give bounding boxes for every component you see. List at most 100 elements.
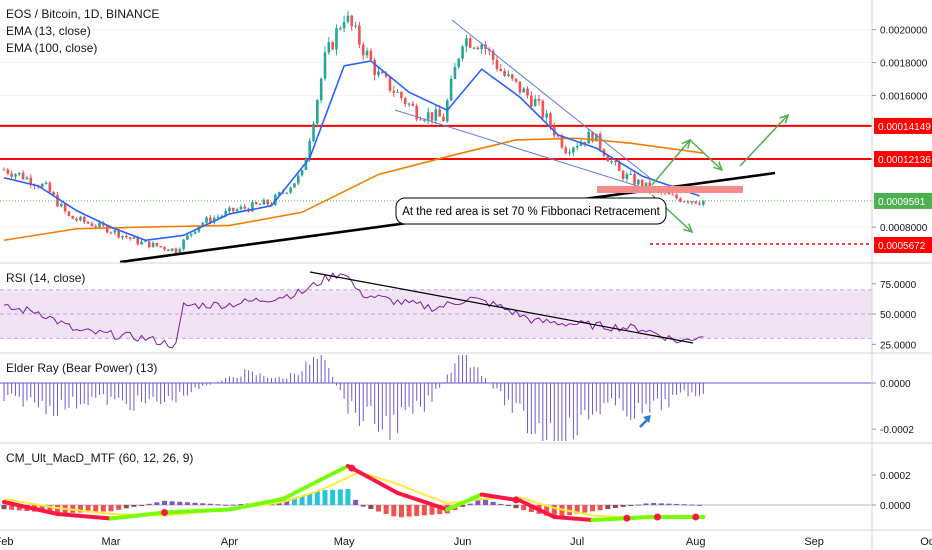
candle: [327, 37, 331, 55]
wedge-lower-line[interactable]: [394, 109, 651, 191]
rsi-trendline[interactable]: [309, 271, 694, 344]
macd-hist-bar: [681, 504, 687, 506]
candle: [610, 158, 613, 165]
candle: [151, 240, 155, 248]
candle: [144, 240, 147, 243]
rsi-pane[interactable]: [0, 271, 872, 349]
candle: [17, 172, 21, 177]
candle: [629, 170, 633, 175]
candle: [468, 36, 472, 49]
macd-hist-bar: [391, 505, 397, 517]
macd-cross-dot: [161, 509, 168, 516]
macd-hist-bar: [108, 505, 114, 512]
candle: [453, 62, 457, 80]
candle: [262, 198, 266, 205]
candle: [342, 15, 346, 33]
ema-100-line: [3, 137, 704, 242]
candle: [167, 249, 170, 251]
macd-hist-bar: [551, 505, 557, 518]
candle: [163, 246, 166, 252]
macd-hist-bar: [322, 490, 328, 505]
macd-hist-bar: [330, 489, 336, 505]
fibonacci-zone[interactable]: [597, 186, 743, 193]
macd-hist-bar: [154, 502, 160, 505]
elder-bars: [3, 355, 704, 441]
macd-hist-bar: [467, 503, 473, 505]
price-badge-label: 0.0009591: [878, 197, 926, 208]
elder-up-arrow: [639, 415, 651, 428]
candle: [442, 113, 445, 122]
time-tick-label: Jul: [570, 536, 584, 548]
macd-hist-bar: [437, 505, 443, 515]
candle: [514, 78, 518, 84]
candle: [254, 201, 258, 205]
candle: [109, 231, 113, 235]
elder-tick-label: 0.0000: [880, 379, 911, 390]
candle: [679, 197, 682, 203]
time-tick-label: Jun: [454, 536, 472, 548]
price-badge: 0.0005672: [874, 237, 932, 253]
macd-segment: [162, 507, 232, 515]
main-pane[interactable]: At the red area is set 70 % Fibbonaci Re…: [0, 10, 872, 264]
time-tick-label: Aug: [686, 536, 706, 548]
macd-segment: [109, 510, 167, 521]
candle: [48, 181, 52, 193]
time-tick-label: Sep: [804, 536, 824, 548]
candle: [426, 107, 430, 125]
macd-hist-bar: [299, 495, 305, 505]
elder-pane[interactable]: [0, 355, 872, 441]
candle: [29, 174, 33, 189]
candle: [79, 215, 82, 222]
price-axis[interactable]: 0.0020000 0.0018000 0.0016000 0.0008000 75.0…: [872, 26, 928, 512]
candle: [323, 46, 327, 81]
candle: [499, 64, 503, 72]
candle: [575, 142, 579, 151]
macd-hist-bar: [177, 501, 183, 505]
candle: [400, 91, 403, 101]
macd-segment: [517, 498, 557, 519]
rsi-legend: RSI (14, close): [6, 271, 86, 285]
candle: [296, 173, 300, 186]
price-level-badges: 0.00014149 0.00012136 0.0009591 0.0005672: [874, 117, 932, 253]
candle: [564, 145, 568, 155]
candle: [147, 241, 151, 249]
macd-hist-bar: [582, 505, 588, 513]
macd-hist-bar: [314, 491, 320, 505]
candle: [686, 200, 690, 205]
candle: [186, 233, 189, 241]
macd-cross-dot: [692, 513, 700, 521]
candle: [430, 112, 434, 125]
candle: [491, 49, 495, 65]
macd-hist-bar: [421, 505, 427, 516]
macd-legend: CM_Ult_MacD_MTF (60, 12, 26, 9): [6, 451, 194, 465]
candle: [86, 220, 90, 225]
price-badge-label: 0.0005672: [878, 241, 926, 252]
macd-hist-bar: [100, 505, 106, 512]
candle: [449, 75, 453, 102]
wedge-upper-line[interactable]: [451, 19, 651, 179]
candle: [2, 167, 6, 171]
macd-segment: [590, 515, 652, 522]
candle: [369, 48, 373, 61]
drawings[interactable]: [119, 19, 872, 264]
candle: [346, 10, 350, 24]
macd-hist-bar: [475, 500, 481, 505]
candle: [331, 40, 334, 51]
main-legend: EOS / Bitcoin, 1D, BINANCE EMA (13, clos…: [6, 6, 159, 57]
time-axis[interactable]: Feb Mar Apr May Jun Jul Aug Sep Oct: [0, 536, 932, 548]
macd-hist-bar: [223, 504, 229, 506]
candle: [40, 182, 44, 188]
price-tick-label: 0.0018000: [880, 59, 928, 70]
annotation-box[interactable]: At the red area is set 70 % Fibbonaci Re…: [395, 197, 667, 225]
macd-hist-bar: [574, 505, 580, 514]
candle: [60, 202, 63, 208]
candle: [189, 233, 193, 238]
macd-hist-bar: [490, 501, 496, 505]
candle: [243, 204, 247, 211]
price-tick-label: 0.0016000: [880, 91, 928, 102]
candle: [461, 44, 464, 62]
macd-pane[interactable]: [0, 464, 872, 522]
candle: [338, 25, 342, 31]
price-badge: 0.00012136: [874, 151, 932, 168]
